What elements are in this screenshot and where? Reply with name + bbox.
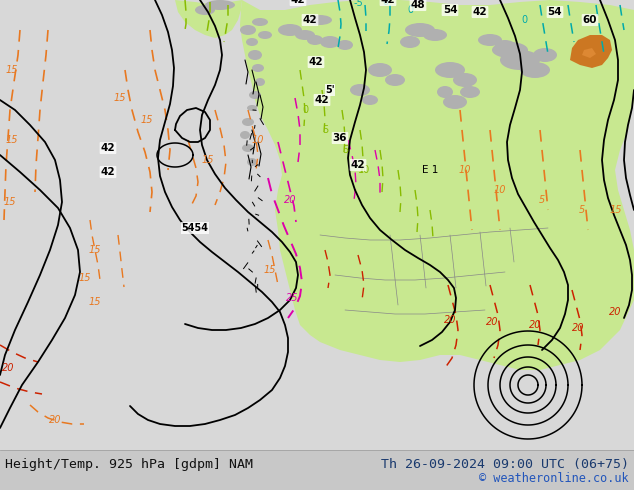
Ellipse shape [249, 91, 261, 99]
Text: 42: 42 [380, 0, 396, 5]
Ellipse shape [252, 64, 264, 72]
Text: -5: -5 [353, 0, 363, 8]
Text: 15: 15 [264, 265, 276, 275]
Ellipse shape [495, 40, 515, 50]
Ellipse shape [195, 5, 215, 15]
Text: 15: 15 [89, 245, 101, 255]
Text: 42: 42 [101, 167, 115, 177]
Text: 0: 0 [407, 5, 413, 15]
Ellipse shape [435, 62, 465, 78]
Ellipse shape [533, 48, 557, 62]
Ellipse shape [252, 18, 268, 26]
Text: 10: 10 [459, 165, 471, 175]
Text: 10: 10 [494, 185, 507, 195]
Text: 20: 20 [529, 320, 541, 330]
Text: 42: 42 [351, 160, 365, 170]
Text: 20: 20 [486, 317, 498, 327]
Ellipse shape [500, 50, 540, 70]
Text: 25: 25 [286, 293, 298, 303]
Text: 5: 5 [342, 145, 348, 155]
Text: 42: 42 [309, 57, 323, 67]
Text: 15: 15 [89, 297, 101, 307]
Text: 20: 20 [609, 307, 621, 317]
Text: 20: 20 [49, 415, 61, 425]
Text: 5: 5 [322, 125, 328, 135]
Ellipse shape [423, 29, 447, 41]
Text: 36: 36 [333, 133, 347, 143]
Polygon shape [570, 35, 612, 68]
Ellipse shape [307, 35, 323, 45]
Ellipse shape [520, 62, 550, 78]
Ellipse shape [246, 38, 258, 46]
Text: 15: 15 [113, 93, 126, 103]
Text: 42: 42 [302, 15, 317, 25]
Text: 15: 15 [4, 197, 16, 207]
Ellipse shape [350, 84, 370, 96]
Text: 15: 15 [79, 273, 91, 283]
Text: 5454: 5454 [181, 223, 209, 233]
Ellipse shape [255, 78, 265, 86]
Text: 60: 60 [583, 15, 597, 25]
Text: 15: 15 [6, 65, 18, 75]
Text: © weatheronline.co.uk: © weatheronline.co.uk [479, 472, 629, 485]
Text: 20: 20 [2, 363, 14, 373]
Text: 42: 42 [101, 143, 115, 153]
Ellipse shape [240, 131, 250, 139]
Ellipse shape [337, 40, 353, 50]
Ellipse shape [453, 73, 477, 87]
Ellipse shape [385, 74, 405, 86]
Ellipse shape [247, 105, 257, 111]
Text: 0: 0 [302, 105, 308, 115]
Text: Height/Temp. 925 hPa [gdpm] NAM: Height/Temp. 925 hPa [gdpm] NAM [5, 458, 253, 471]
Ellipse shape [295, 30, 315, 40]
Text: Th 26-09-2024 09:00 UTC (06+75): Th 26-09-2024 09:00 UTC (06+75) [381, 458, 629, 471]
Ellipse shape [368, 63, 392, 77]
Ellipse shape [400, 36, 420, 48]
Ellipse shape [492, 42, 528, 58]
Ellipse shape [278, 24, 302, 36]
Text: E 1: E 1 [422, 165, 438, 175]
Ellipse shape [443, 95, 467, 109]
Text: 15: 15 [141, 115, 153, 125]
Text: 0: 0 [521, 15, 527, 25]
Ellipse shape [248, 50, 262, 60]
Ellipse shape [240, 25, 256, 35]
Text: 5: 5 [539, 195, 545, 205]
Ellipse shape [258, 31, 272, 39]
Ellipse shape [308, 15, 332, 25]
Text: 54: 54 [443, 5, 457, 15]
Text: 0: 0 [382, 0, 388, 7]
Ellipse shape [320, 36, 340, 48]
Text: 42: 42 [473, 7, 488, 17]
Text: 10: 10 [358, 165, 370, 175]
Text: 42: 42 [314, 95, 329, 105]
Text: 5': 5' [325, 85, 335, 95]
Ellipse shape [460, 86, 480, 98]
Text: 20: 20 [572, 323, 585, 333]
Text: 5: 5 [579, 205, 585, 215]
Text: 54: 54 [548, 7, 562, 17]
Text: 42: 42 [290, 0, 306, 5]
Ellipse shape [437, 86, 453, 98]
Ellipse shape [478, 34, 502, 46]
Text: 20: 20 [284, 195, 296, 205]
Ellipse shape [405, 23, 435, 37]
Ellipse shape [242, 144, 254, 152]
Bar [0, 450, 634, 490]
Ellipse shape [242, 118, 254, 126]
Text: 48: 48 [411, 0, 425, 10]
Text: 15: 15 [202, 155, 214, 165]
Polygon shape [240, 0, 634, 370]
Text: 20: 20 [444, 315, 456, 325]
Text: 15: 15 [610, 205, 622, 215]
Ellipse shape [247, 158, 257, 166]
Polygon shape [175, 0, 242, 38]
Polygon shape [582, 48, 596, 58]
Text: 10: 10 [252, 135, 264, 145]
Text: 15: 15 [6, 135, 18, 145]
Ellipse shape [362, 95, 378, 105]
Ellipse shape [205, 0, 235, 10]
